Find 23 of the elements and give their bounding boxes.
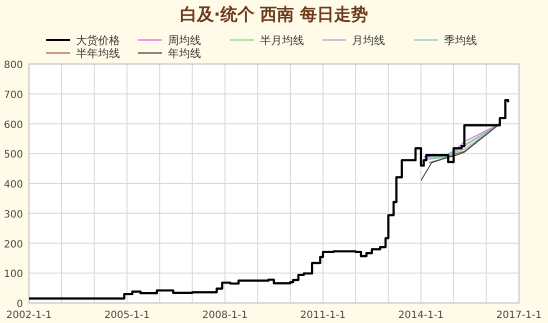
y-tick-label: 500 <box>4 150 23 161</box>
legend-label: 半月均线 <box>260 34 304 47</box>
legend-label: 半年均线 <box>76 47 120 60</box>
y-tick-label: 600 <box>4 120 23 131</box>
chart-title: 白及·统个 西南 每日走势 <box>180 5 368 25</box>
legend-label: 大货价格 <box>76 34 120 47</box>
y-tick-label: 800 <box>4 60 23 71</box>
y-tick-label: 400 <box>4 180 23 190</box>
y-tick-label: 200 <box>4 239 23 250</box>
y-tick-label: 0 <box>16 299 23 310</box>
x-tick-label: 2005-1-1 <box>104 310 150 321</box>
y-tick-label: 100 <box>4 269 23 280</box>
x-tick-label: 2011-1-1 <box>300 310 346 321</box>
x-tick-label: 2002-1-1 <box>6 310 52 321</box>
legend-label: 周均线 <box>168 34 201 47</box>
y-tick-label: 300 <box>4 209 23 220</box>
y-tick-label: 700 <box>4 90 23 101</box>
legend-label: 月均线 <box>352 34 385 47</box>
legend-label: 季均线 <box>444 34 477 47</box>
legend-label: 年均线 <box>168 47 201 60</box>
x-tick-label: 2014-1-1 <box>398 310 444 321</box>
x-tick-label: 2008-1-1 <box>202 310 248 321</box>
x-tick-label: 2017-1-1 <box>496 310 542 321</box>
